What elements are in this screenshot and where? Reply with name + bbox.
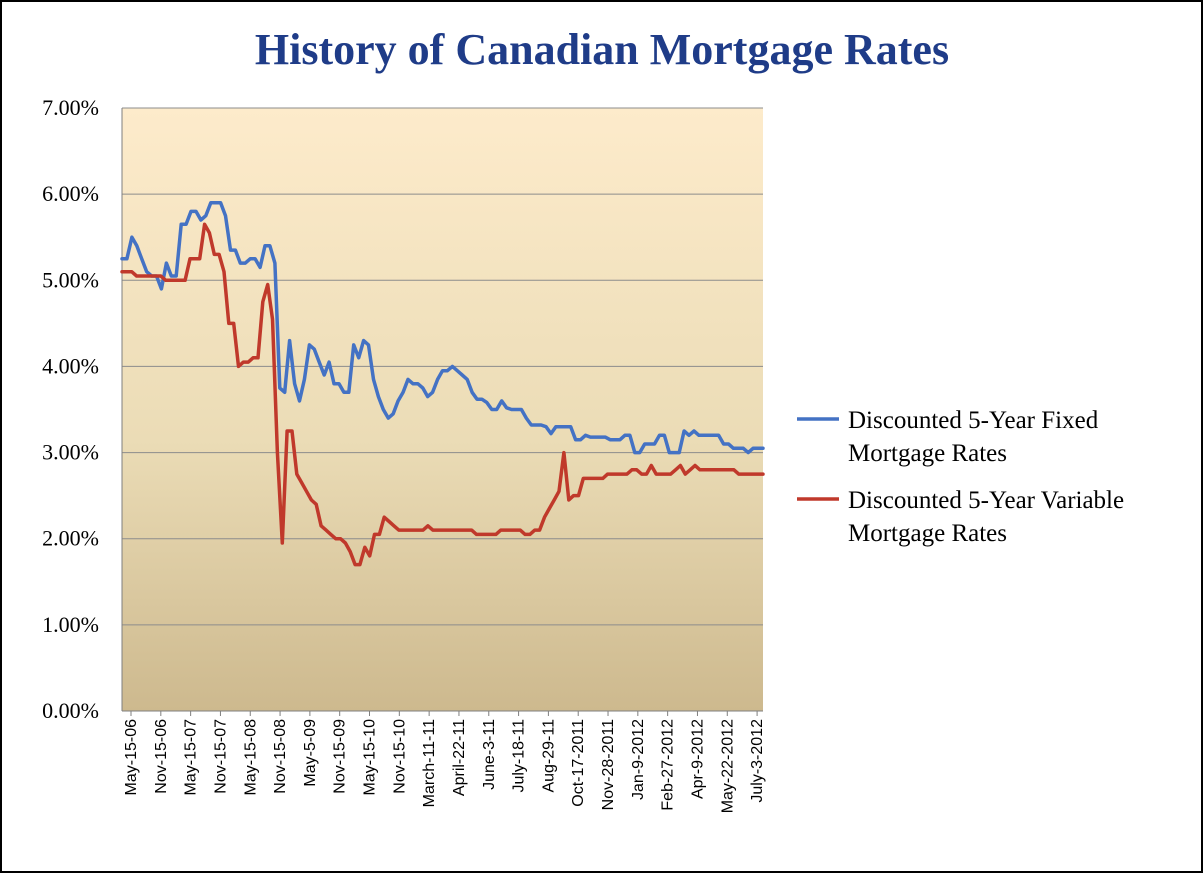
x-tick-label: Nov-15-10 xyxy=(391,719,408,794)
grid-lines xyxy=(121,107,763,712)
x-tick-label: Nov-15-06 xyxy=(153,719,170,794)
x-tick-label: Jan-9-2012 xyxy=(630,719,647,800)
y-tick-label: 3.00% xyxy=(42,440,99,465)
x-tick-label: March-11-11 xyxy=(421,719,438,807)
y-tick-label: 2.00% xyxy=(42,526,99,551)
x-tick-label: May-22-2012 xyxy=(719,719,736,813)
x-tick-label: Nov-15-08 xyxy=(272,719,289,794)
x-axis-ticks: May-15-06 Nov-15-06 May-15-07 Nov-15-07 May-… xyxy=(123,711,766,813)
series-lines xyxy=(120,201,765,567)
legend: Discounted 5-Year Fixed Mortgage Rates Dis… xyxy=(797,407,1124,547)
x-tick-label: Apr-9-2012 xyxy=(689,719,706,799)
x-tick-label: July-3-2012 xyxy=(749,719,766,803)
y-tick-label: 0.00% xyxy=(42,698,99,723)
y-tick-label: 5.00% xyxy=(42,267,99,292)
legend-label-variable: Discounted 5-Year Variable Mortgage Rates xyxy=(848,487,1124,547)
x-tick-label: Aug-29-11 xyxy=(540,719,557,793)
y-tick-label: 6.00% xyxy=(42,181,99,206)
x-tick-label: Nov-15-09 xyxy=(332,719,349,794)
y-tick-label: 7.00% xyxy=(42,95,99,120)
y-tick-label: 1.00% xyxy=(42,612,99,637)
x-tick-label: Nov-15-07 xyxy=(212,719,229,794)
x-tick-label: Feb-27-2012 xyxy=(660,719,677,811)
series-line-variable xyxy=(120,222,765,567)
y-axis-ticks: 0.00% 1.00% 2.00% 3.00% 4.00% 5.00% 6.00% 7.00% xyxy=(42,95,99,723)
plot-area xyxy=(122,108,763,711)
legend-label-fixed: Discounted 5-Year Fixed Mortgage Rates xyxy=(848,407,1099,467)
chart-title: History of Canadian Mortgage Rates xyxy=(255,25,949,74)
x-tick-label: May-5-09 xyxy=(302,719,319,787)
x-tick-label: Nov-28-2011 xyxy=(600,719,617,810)
y-tick-label: 4.00% xyxy=(42,353,99,378)
x-tick-label: May-15-06 xyxy=(123,719,140,796)
x-tick-label: Oct-17-2011 xyxy=(570,719,587,807)
x-tick-label: July-18-11 xyxy=(511,719,528,793)
x-tick-label: May-15-07 xyxy=(183,719,200,796)
x-tick-label: May-15-10 xyxy=(362,719,379,796)
x-tick-label: June-3-11 xyxy=(481,719,498,790)
x-tick-label: April-22-11 xyxy=(451,719,468,796)
series-line-fixed xyxy=(120,201,765,455)
x-tick-label: May-15-08 xyxy=(242,719,259,796)
